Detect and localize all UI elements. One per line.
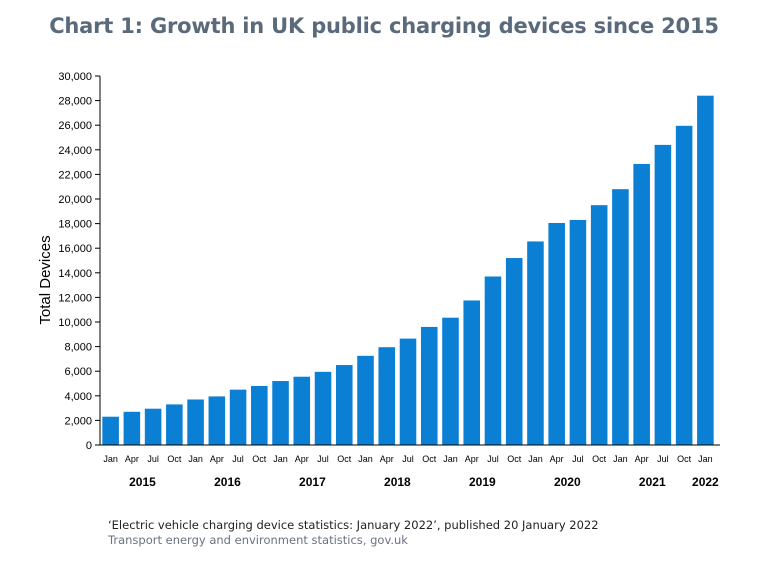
bar [612, 189, 629, 445]
bar [633, 163, 650, 445]
x-tick-label: Jul [317, 454, 329, 464]
x-tick-label: Oct [677, 454, 692, 464]
bar [314, 371, 332, 445]
bar [357, 355, 374, 445]
bar [335, 365, 353, 445]
y-tick-label: 28,000 [58, 96, 92, 108]
y-tick-label: 18,000 [58, 219, 92, 231]
x-tick-label: Jan [358, 454, 373, 464]
bars [102, 95, 714, 446]
source-publisher: Transport energy and environment statist… [108, 533, 408, 547]
x-tick-label: Jan [103, 454, 118, 464]
y-tick-label: 30,000 [58, 71, 92, 83]
bar [229, 389, 247, 445]
x-tick-label: Jan [528, 454, 543, 464]
y-tick-label: 0 [86, 440, 92, 452]
x-tick-label: Apr [380, 454, 394, 464]
bar [569, 219, 587, 445]
bar [208, 396, 226, 445]
y-tick-label: 10,000 [58, 317, 92, 329]
bar [697, 95, 714, 446]
bar [399, 338, 417, 445]
x-tick-label: Oct [507, 454, 522, 464]
y-tick-label: 26,000 [58, 120, 92, 132]
year-label: 2022 [692, 475, 719, 489]
year-label: 2016 [214, 475, 241, 489]
year-label: 2021 [639, 475, 666, 489]
bar [484, 276, 502, 445]
x-tick-label: Oct [422, 454, 437, 464]
bar [272, 381, 289, 445]
x-tick-label: Oct [252, 454, 267, 464]
x-tick-label: Oct [337, 454, 352, 464]
x-tick-label: Jul [657, 454, 669, 464]
bar [590, 205, 608, 445]
bar [378, 347, 396, 445]
bar [144, 408, 162, 445]
x-tick-label: Apr [550, 454, 564, 464]
bar [251, 385, 268, 445]
year-label: 2015 [129, 475, 156, 489]
x-tick-label: Apr [465, 454, 479, 464]
y-tick-label: 14,000 [58, 268, 92, 280]
bar [420, 326, 438, 445]
y-tick-label: 4,000 [64, 391, 92, 403]
x-tick-label: Apr [635, 454, 649, 464]
x-tick-label: Apr [125, 454, 139, 464]
source-citation: ‘Electric vehicle charging device statis… [108, 518, 599, 532]
y-tick-label: 6,000 [64, 366, 92, 378]
year-label: 2017 [299, 475, 326, 489]
x-tick-label: Jul [402, 454, 414, 464]
bar-chart: 0 2,000 4,000 6,000 8,000 10,000 12,000 14,000 1… [37, 71, 720, 489]
bar [505, 258, 523, 445]
year-label: 2019 [469, 475, 496, 489]
x-tick-label: Jan [188, 454, 203, 464]
y-tick-label: 20,000 [58, 194, 92, 206]
x-tick-label: Apr [295, 454, 309, 464]
x-tick-label: Apr [210, 454, 224, 464]
chart-title: Chart 1: Growth in UK public charging de… [49, 14, 719, 38]
year-label: 2020 [554, 475, 581, 489]
bar [442, 317, 459, 445]
bar [548, 222, 565, 445]
bar [293, 376, 311, 445]
x-tick-label: Jan [698, 454, 713, 464]
x-tick-label: Jan [273, 454, 288, 464]
x-tick-label: Oct [592, 454, 607, 464]
y-axis: 0 2,000 4,000 6,000 8,000 10,000 12,000 14,000 1… [58, 71, 101, 452]
bar [463, 300, 481, 445]
y-tick-label: 22,000 [58, 169, 92, 181]
y-tick-label: 16,000 [58, 243, 92, 255]
bar [123, 411, 141, 445]
x-tick-label: Oct [167, 454, 182, 464]
x-axis: Jan Apr Jul Oct Jan Apr Jul Oct Jan Apr Jul Oct Jan A… [100, 444, 720, 489]
bar [166, 404, 183, 445]
bar [102, 416, 119, 445]
x-tick-label: Jul [572, 454, 584, 464]
x-tick-label: Jan [443, 454, 458, 464]
x-tick-label: Jul [147, 454, 159, 464]
year-label: 2018 [384, 475, 411, 489]
y-tick-label: 2,000 [64, 415, 92, 427]
y-axis-label: Total Devices [37, 235, 54, 324]
y-tick-label: 12,000 [58, 292, 92, 304]
x-tick-label: Jan [613, 454, 628, 464]
bar [187, 399, 204, 445]
y-tick-label: 24,000 [58, 145, 92, 157]
y-tick-label: 8,000 [64, 342, 92, 354]
bar [527, 241, 544, 445]
x-tick-label: Jul [232, 454, 244, 464]
bar [654, 144, 672, 445]
x-tick-label: Jul [487, 454, 499, 464]
bar [675, 125, 693, 445]
